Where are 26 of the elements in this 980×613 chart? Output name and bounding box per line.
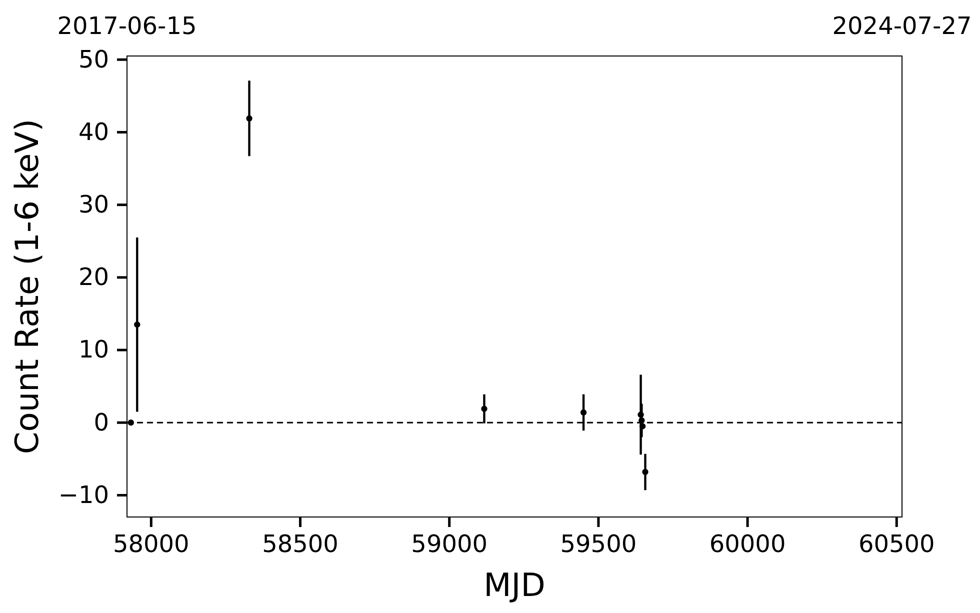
point: [639, 423, 646, 430]
y-tick-label: 50: [78, 45, 109, 74]
y-tick-label: 30: [78, 190, 109, 219]
x-tick-label: 60500: [858, 530, 935, 558]
x-tick-label: 60000: [709, 530, 786, 558]
y-tick-label: −10: [58, 480, 109, 509]
x2-tick-label: 2024-07-27: [832, 12, 972, 40]
point: [128, 420, 134, 426]
point: [246, 115, 252, 122]
x2-tick-label: 2017-06-15: [57, 12, 197, 40]
point: [642, 468, 648, 476]
x-axis-title: MJD: [484, 566, 546, 604]
point: [638, 417, 645, 424]
y-tick-label: 20: [78, 263, 109, 292]
y-tick-label: 40: [78, 118, 109, 146]
x-tick-label: 58000: [112, 530, 190, 558]
y-axis-title: Count Rate (1-6 keV): [8, 118, 46, 454]
y-tick-label: 10: [78, 336, 109, 364]
point: [580, 409, 587, 416]
x-tick-label: 59500: [560, 530, 637, 558]
point: [481, 406, 488, 412]
y-tick-label: 0: [94, 408, 109, 436]
x-tick-label: 59000: [411, 530, 488, 558]
x-tick-label: 58500: [262, 530, 338, 558]
point: [638, 412, 644, 418]
point: [134, 322, 140, 328]
